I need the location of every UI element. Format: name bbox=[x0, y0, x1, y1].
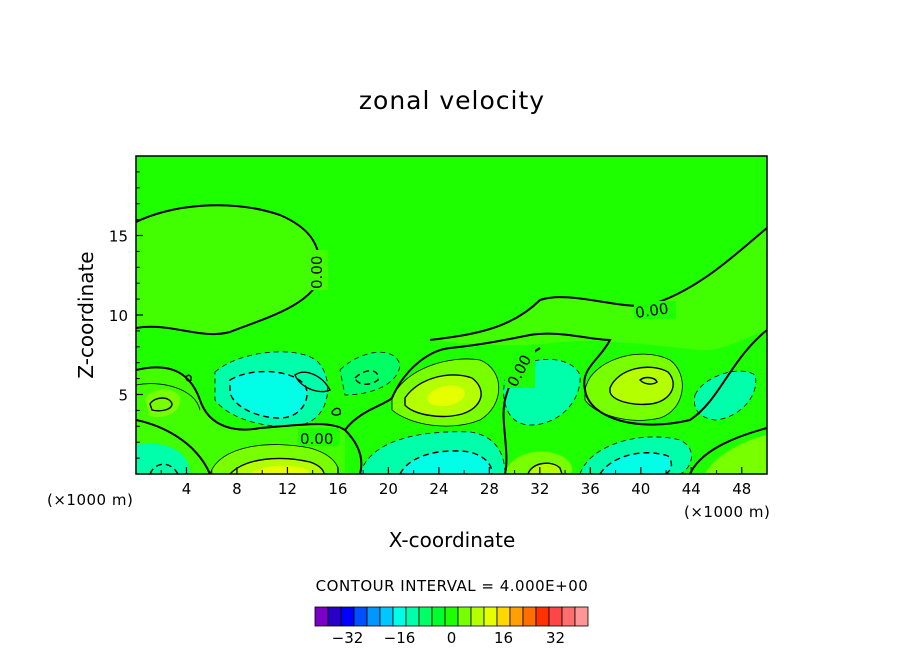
colorbar-swatch bbox=[548, 606, 563, 627]
bottom-positive-3 bbox=[705, 435, 767, 474]
colorbar-swatch bbox=[522, 606, 537, 627]
colorbar-tick-label: 0 bbox=[447, 629, 457, 647]
x-unit-right: (×1000 m) bbox=[684, 503, 770, 521]
colorbar-swatch bbox=[470, 606, 485, 627]
weak-positive-contours bbox=[136, 353, 683, 474]
zero-contours bbox=[136, 204, 767, 474]
colorbar-tick-label: −16 bbox=[384, 629, 416, 647]
bottom-positive-1-peak bbox=[250, 465, 310, 474]
colorbar-swatch bbox=[327, 606, 342, 627]
x-axis-ticks: 4 8 12 16 20 24 28 32 36 40 44 48 bbox=[160, 467, 751, 498]
colorbar-swatch bbox=[418, 606, 433, 627]
x-tick-label: 20 bbox=[379, 480, 398, 498]
x-tick-label: 12 bbox=[278, 480, 297, 498]
positive-blob-center-core bbox=[427, 385, 465, 406]
x-tick-label: 48 bbox=[732, 480, 751, 498]
colorbar-tick-label: −32 bbox=[332, 629, 364, 647]
y-axis-ticks: 5 10 15 bbox=[109, 171, 143, 459]
colorbar-swatch bbox=[353, 606, 368, 627]
colorbar-swatch bbox=[366, 606, 381, 627]
weak-negative-contours bbox=[214, 351, 757, 474]
x-tick-label: 16 bbox=[328, 480, 347, 498]
upper-positive-region bbox=[136, 205, 321, 335]
colorbar-swatch bbox=[431, 606, 446, 627]
colorbar-swatch bbox=[574, 606, 589, 627]
contour-label-2: 0.00 bbox=[634, 299, 670, 321]
bottom-negative-1-core bbox=[400, 450, 492, 474]
negative-blob-2 bbox=[340, 352, 400, 395]
colorbar-swatch bbox=[405, 606, 420, 627]
contour-label-1: 0.00 bbox=[308, 256, 326, 289]
x-tick-label: 40 bbox=[631, 480, 650, 498]
colorbar-tick-label: 32 bbox=[546, 629, 565, 647]
contour-labels: 0.00 0.00 0.00 0.00 bbox=[298, 250, 676, 448]
colorbar-swatch bbox=[496, 606, 511, 627]
chart-title: zonal velocity bbox=[358, 86, 546, 115]
x-tick-label: 4 bbox=[182, 480, 192, 498]
bottom-negative-2-core bbox=[600, 452, 672, 474]
positive-blob-right-mid bbox=[610, 367, 674, 405]
colorbar-swatch bbox=[457, 606, 472, 627]
colorbar-swatch bbox=[483, 606, 498, 627]
negative-blob-4 bbox=[694, 371, 756, 420]
colorbar bbox=[314, 606, 589, 627]
y-tick-label: 5 bbox=[118, 387, 128, 405]
negative-contours bbox=[149, 370, 673, 474]
x-tick-label: 44 bbox=[682, 480, 701, 498]
x-tick-label: 28 bbox=[480, 480, 499, 498]
x-tick-label: 36 bbox=[581, 480, 600, 498]
y-tick-label: 10 bbox=[109, 307, 128, 325]
y-tick-label: 15 bbox=[109, 228, 128, 246]
colorbar-swatch bbox=[535, 606, 550, 627]
bottom-positive-2-core bbox=[528, 463, 562, 474]
colorbar-swatch bbox=[340, 606, 355, 627]
colorbar-swatch bbox=[444, 606, 459, 627]
bottom-negative-3 bbox=[136, 443, 190, 474]
colorbar-tick-label: 16 bbox=[494, 629, 513, 647]
colorbar-swatch bbox=[561, 606, 576, 627]
negative-blob-1-core bbox=[230, 371, 308, 418]
contour-label-4: 0.00 bbox=[300, 430, 333, 448]
colorbar-swatch bbox=[314, 606, 329, 627]
colorbar-swatch bbox=[379, 606, 394, 627]
contour-interval: CONTOUR INTERVAL = 4.000E+00 bbox=[315, 577, 589, 595]
colorbar-swatch bbox=[392, 606, 407, 627]
colorbar-tick-labels: −32 −16 0 16 32 bbox=[332, 629, 565, 647]
colorbar-swatch bbox=[509, 606, 524, 627]
x-tick-label: 24 bbox=[429, 480, 448, 498]
x-tick-label: 32 bbox=[530, 480, 549, 498]
y-axis-title: Z-coordinate bbox=[74, 251, 98, 378]
x-unit-left: (×1000 m) bbox=[47, 491, 133, 509]
positive-contours bbox=[149, 366, 674, 474]
x-tick-label: 8 bbox=[232, 480, 242, 498]
x-axis-title: X-coordinate bbox=[389, 528, 516, 552]
